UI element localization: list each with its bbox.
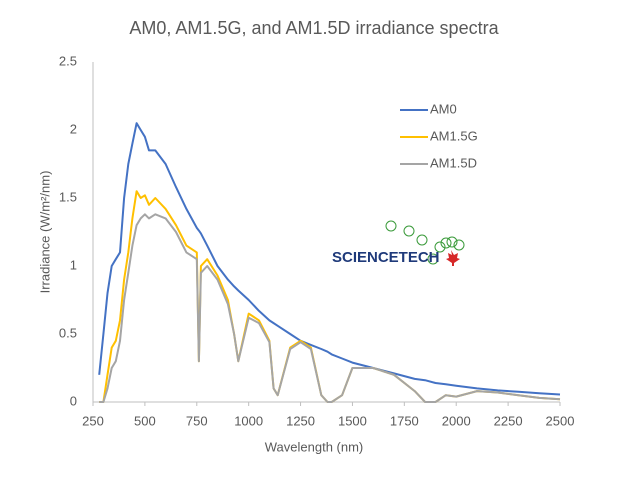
x-tick-label: 1750: [390, 413, 419, 428]
logo-dot: [403, 225, 415, 237]
x-tick-label: 2000: [442, 413, 471, 428]
logo: SCIENCETECH: [332, 220, 465, 266]
x-tick-label: 2250: [494, 413, 523, 428]
logo-dot: [446, 236, 458, 248]
y-tick-label: 0: [70, 393, 77, 408]
x-tick-label: 1250: [286, 413, 315, 428]
logo-dot: [385, 220, 397, 232]
x-tick-label: 2500: [546, 413, 575, 428]
y-tick-label: 2: [70, 121, 77, 136]
x-tick-label: 1000: [234, 413, 263, 428]
logo-dot: [440, 237, 452, 249]
series-line: [98, 122, 561, 396]
maple-leaf: [446, 250, 460, 266]
x-tick-label: 750: [186, 413, 208, 428]
logo-dot: [427, 253, 439, 265]
x-tick-label: 250: [82, 413, 104, 428]
legend-label: AM1.5D: [430, 155, 477, 170]
logo-dot: [434, 241, 446, 253]
logo-dot: [453, 239, 465, 251]
x-axis-label: Wavelength (nm): [265, 439, 364, 454]
legend-label: AM0: [430, 101, 457, 116]
series-line: [99, 213, 561, 403]
y-tick-label: 1: [70, 257, 77, 272]
y-tick-label: 2.5: [59, 53, 77, 68]
x-tick-label: 1500: [338, 413, 367, 428]
y-tick-label: 1.5: [59, 189, 77, 204]
legend-label: AM1.5G: [430, 128, 478, 143]
y-axis-label: Irradiance (W/m²/nm): [37, 171, 52, 294]
logo-text: SCIENCETECH: [332, 249, 440, 266]
y-tick-label: 0.5: [59, 325, 77, 340]
logo-dot: [416, 234, 428, 246]
x-tick-label: 500: [134, 413, 156, 428]
chart-title: AM0, AM1.5G, and AM1.5D irradiance spect…: [129, 18, 499, 38]
